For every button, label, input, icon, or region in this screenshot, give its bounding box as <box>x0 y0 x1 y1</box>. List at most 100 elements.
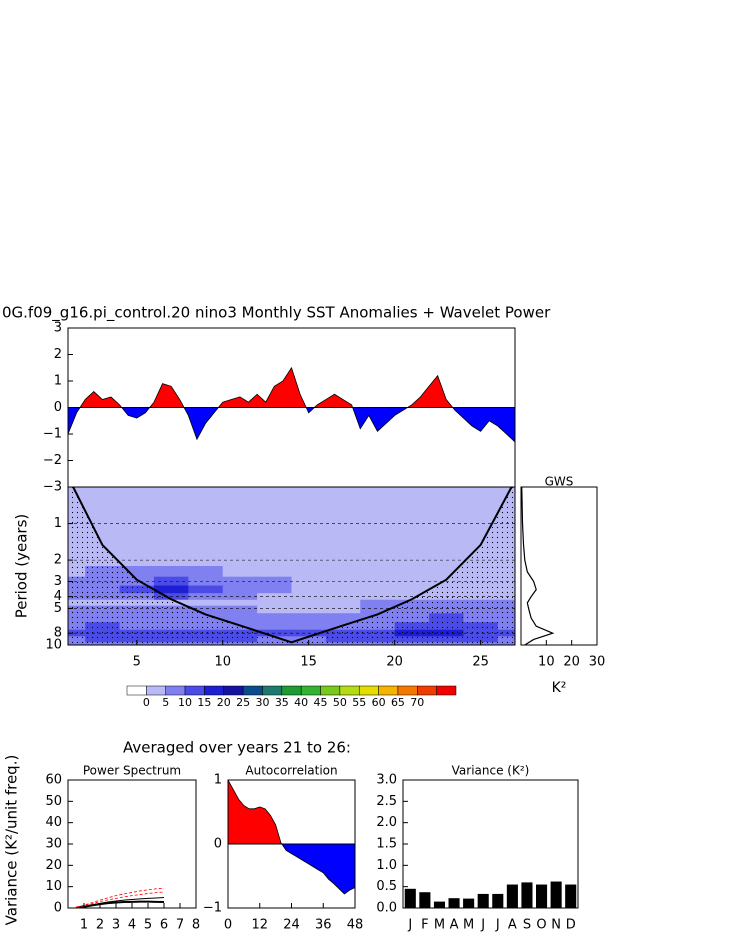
power-cell <box>257 622 292 631</box>
power-cell <box>291 585 327 594</box>
y-tick-label: −2 <box>43 453 62 468</box>
power-cell <box>257 599 292 607</box>
colorbar-swatch <box>300 685 321 696</box>
bar <box>404 888 416 908</box>
x-tick-label: 30 <box>589 655 606 670</box>
power-cell <box>153 585 189 594</box>
y-tick-label: 1 <box>214 773 222 788</box>
y-tick-label: 2 <box>54 347 62 362</box>
y-tick-label: 4 <box>54 589 62 604</box>
power-cell <box>222 613 258 623</box>
colorbar-swatch <box>417 685 437 696</box>
y-tick-label: −3 <box>43 480 62 495</box>
power-cell <box>394 585 430 594</box>
area-fill <box>228 780 355 894</box>
power-cell <box>394 505 430 535</box>
bar <box>506 884 518 908</box>
area-outline <box>228 780 355 895</box>
series-line <box>75 891 165 908</box>
power-cell <box>360 576 396 587</box>
power-cell <box>257 585 292 594</box>
y-tick-label: 3.0 <box>376 773 397 788</box>
power-cell <box>222 593 258 601</box>
x-tick-label: D <box>566 918 576 933</box>
power-cell <box>463 487 499 506</box>
x-tick-label: 24 <box>283 918 300 933</box>
colorbar-swatch <box>358 685 379 696</box>
power-cell <box>325 599 361 607</box>
chart-title: Power Spectrum <box>83 764 181 778</box>
y-tick-label: 2.5 <box>376 794 397 809</box>
power-cell <box>325 605 361 614</box>
colorbar-swatch <box>146 685 166 696</box>
chart-title: GWS <box>545 475 574 489</box>
power-cell <box>222 487 258 506</box>
series-line <box>75 900 165 908</box>
power-cell <box>325 593 361 601</box>
series-line <box>75 887 165 908</box>
power-cell <box>325 505 361 535</box>
x-tick-label: 6 <box>160 918 168 933</box>
colorbar-swatch <box>204 685 225 696</box>
power-cell <box>360 599 396 607</box>
colorbar-swatch <box>378 685 399 696</box>
colorbar-label: 0 <box>143 696 150 709</box>
plot-area <box>404 881 577 908</box>
power-cell <box>325 576 361 587</box>
colorbar-swatch <box>223 685 244 696</box>
power-cell <box>291 505 327 535</box>
bar <box>492 893 504 908</box>
y-tick-label: 20 <box>45 858 62 873</box>
power-cell <box>222 552 258 567</box>
power-cell <box>222 566 258 578</box>
y-tick-label: 60 <box>45 773 62 788</box>
power-cell <box>360 487 396 506</box>
plot-area <box>521 487 555 645</box>
x-tick-label: N <box>551 918 561 933</box>
power-cell <box>119 534 155 554</box>
colorbar-label: 60 <box>372 696 386 709</box>
x-tick-label: A <box>450 918 459 933</box>
power-cell <box>360 566 396 578</box>
series-line <box>75 897 165 908</box>
power-cell <box>429 487 464 506</box>
power-cell <box>360 605 396 614</box>
x-tick-label: F <box>421 918 428 933</box>
y-tick-label: 3 <box>54 321 62 336</box>
colorbar-swatch <box>397 685 418 696</box>
power-cell <box>291 605 327 614</box>
y-tick-label: 0 <box>214 837 222 852</box>
x-tick-label: O <box>536 918 546 933</box>
plot-frame <box>227 779 356 909</box>
power-cell <box>188 552 224 567</box>
y-tick-label: 8 <box>54 626 62 641</box>
power-cell <box>394 534 430 554</box>
plot-frame <box>67 779 197 909</box>
power-cell <box>153 552 189 567</box>
x-tick-label: J <box>480 918 485 933</box>
y-tick-label: 2.0 <box>376 815 397 830</box>
coi-hatch <box>68 487 515 645</box>
power-cell <box>394 487 430 506</box>
section-title: Averaged over years 21 to 26: <box>123 739 351 757</box>
x-tick-label: 7 <box>176 918 184 933</box>
bar <box>463 898 475 908</box>
colorbar-label: 5 <box>162 696 169 709</box>
power-cell <box>222 505 258 535</box>
area-fill <box>68 367 515 442</box>
colorbar-swatch <box>320 685 341 696</box>
x-tick-label: 1 <box>80 918 88 933</box>
colorbar-label: 55 <box>352 696 366 709</box>
power-cell <box>188 576 224 587</box>
power-cell <box>325 552 361 567</box>
x-tick-label: 2 <box>96 918 104 933</box>
power-cell <box>291 622 327 631</box>
power-cell <box>291 599 327 607</box>
x-tick-label: 25 <box>472 655 489 670</box>
colorbar-label: 20 <box>217 696 231 709</box>
x-tick-label: 4 <box>128 918 136 933</box>
y-tick-label: 0.5 <box>376 879 397 894</box>
colorbar-swatch <box>184 685 205 696</box>
plot-area <box>228 780 355 895</box>
y-tick-label: 40 <box>45 815 62 830</box>
